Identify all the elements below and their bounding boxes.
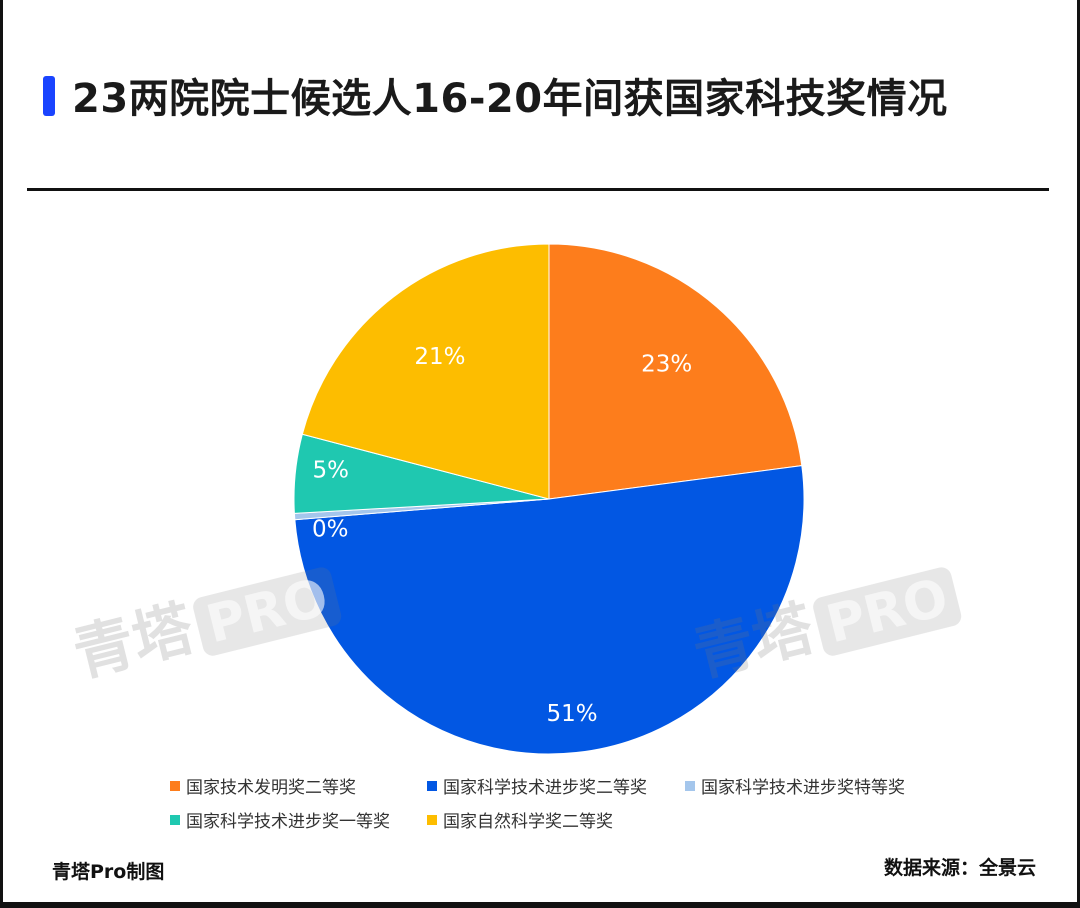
legend-label: 国家自然科学奖二等奖 (443, 812, 613, 832)
title-accent-bar (43, 76, 55, 116)
slice-label: 51% (546, 701, 597, 727)
chart-title: 23两院院士候选人16-20年间获国家科技奖情况 (72, 76, 948, 122)
legend-item[interactable]: 国家科学技术进步奖二等奖 (427, 773, 647, 798)
legend-item[interactable]: 国家自然科学奖二等奖 (427, 807, 613, 832)
slice-label: 21% (414, 344, 465, 370)
legend-swatch (170, 814, 180, 825)
legend-swatch (170, 780, 180, 791)
legend-swatch (427, 780, 437, 791)
credit-text: 青塔Pro制图 (52, 861, 165, 883)
slice-label: 0% (312, 517, 349, 543)
source-text: 数据来源：全景云 (883, 857, 1036, 879)
legend-swatch (685, 780, 695, 791)
legend-label: 国家科学技术进步奖特等奖 (701, 778, 905, 798)
slice-label: 5% (313, 458, 350, 484)
legend-item[interactable]: 国家科学技术进步奖一等奖 (170, 807, 390, 832)
legend-label: 国家技术发明奖二等奖 (186, 778, 356, 798)
slice-label: 23% (641, 351, 692, 377)
legend-item[interactable]: 国家科学技术进步奖特等奖 (685, 773, 905, 798)
legend-label: 国家科学技术进步奖一等奖 (186, 812, 390, 832)
pie-slice[interactable] (301, 243, 550, 500)
legend-label: 国家科学技术进步奖二等奖 (443, 778, 647, 798)
legend-swatch (427, 814, 437, 825)
legend-item[interactable]: 国家技术发明奖二等奖 (170, 773, 356, 798)
pie-slice[interactable] (294, 465, 805, 755)
title-divider (27, 188, 1049, 191)
pie-slice[interactable] (548, 243, 803, 500)
